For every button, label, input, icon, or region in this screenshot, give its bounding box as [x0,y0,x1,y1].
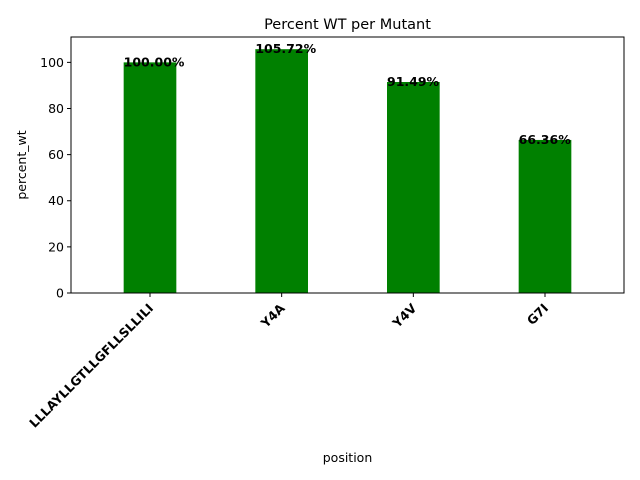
x-tick-label-1: Y4A [257,300,288,331]
y-tick-label-1: 20 [48,239,64,254]
x-tick-label-2: Y4V [389,300,420,331]
y-axis-label: percent_wt [14,130,29,199]
data-label-0: 100.00% [124,54,185,69]
y-tick-label-3: 60 [48,147,64,162]
y-axis: 0 20 40 60 80 100 [40,55,71,301]
y-tick-label-2: 40 [48,193,64,208]
bar-1 [255,49,308,294]
data-labels: 100.00% 105.72% 91.49% 66.36% [124,41,572,147]
bar-0 [123,62,177,293]
y-tick-label-0: 0 [56,286,64,301]
data-label-3: 66.36% [519,132,572,147]
data-label-1: 105.72% [255,41,316,56]
x-tick-label-0: LLLAYLLGTLLGFLLSLLILI [26,301,156,431]
chart-title: Percent WT per Mutant [264,17,431,33]
y-tick-label-4: 80 [48,101,64,116]
x-tick-label-3: G7I [524,301,551,328]
x-axis: LLLAYLLGTLLGFLLSLLILI Y4A Y4V G7I [26,293,551,430]
y-tick-label-5: 100 [40,55,64,70]
x-axis-label: position [323,450,373,465]
data-label-2: 91.49% [387,74,440,89]
bar-3 [518,139,572,293]
bar-2 [387,81,440,293]
plot-frame [70,36,625,294]
bars [123,49,572,294]
